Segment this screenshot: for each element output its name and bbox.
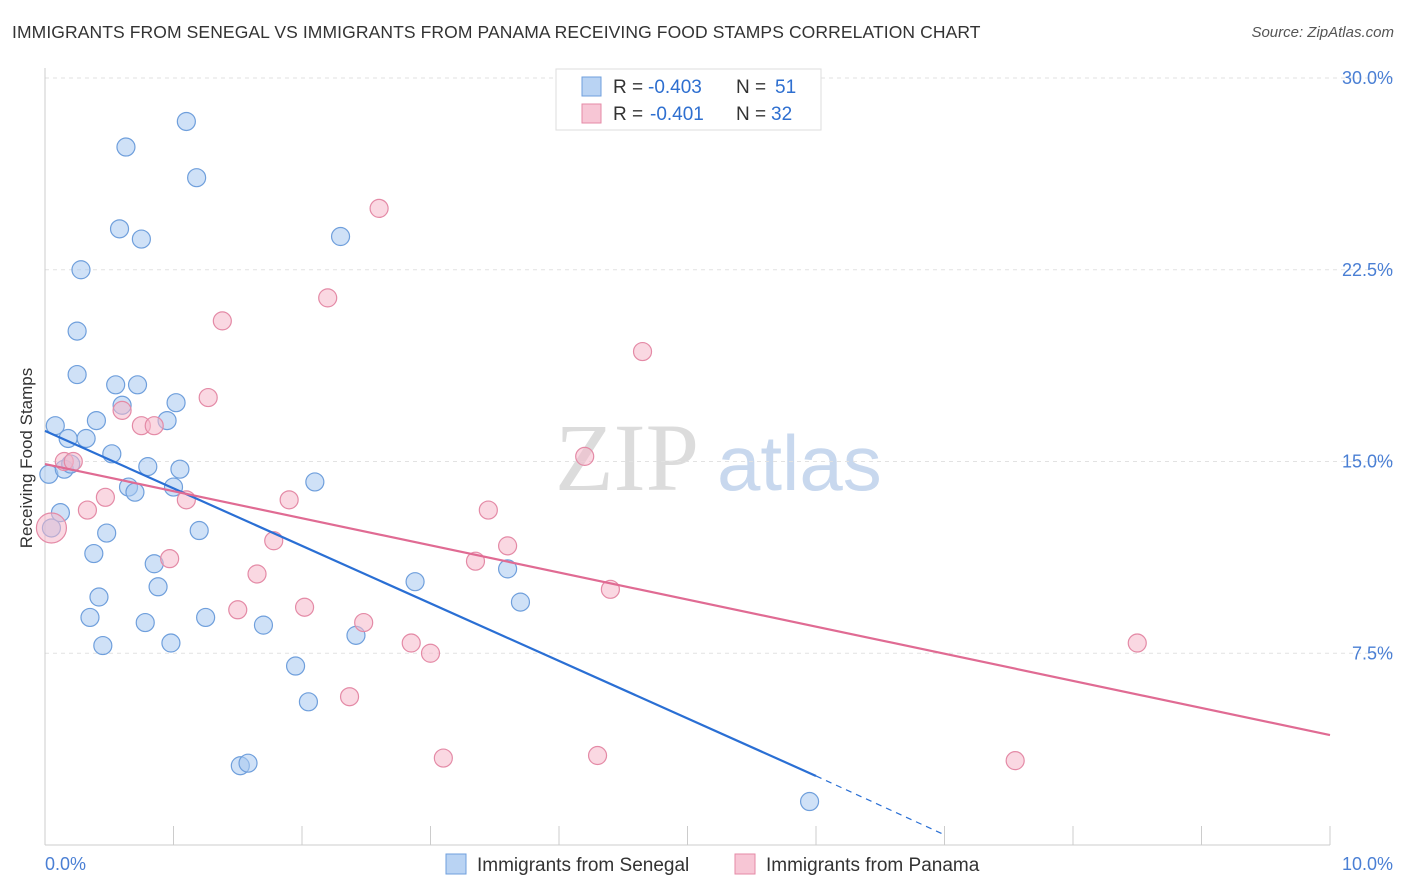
data-point [71,260,91,280]
legend-swatch-panama [581,103,602,124]
data-point [1005,751,1025,771]
data-point [228,600,248,620]
data-point [76,428,96,449]
data-point [170,459,190,479]
data-point [106,375,126,395]
data-point [587,745,608,766]
data-point [196,607,216,628]
legend-swatch-senegal [581,76,602,97]
data-point [86,410,107,431]
bottom-legend-swatch-panama [734,853,756,875]
data-point [127,375,148,395]
bottom-legend-swatch-senegal [445,853,467,875]
data-point [176,111,196,132]
data-point [166,393,186,413]
legend-n-value-senegal: 51 [775,77,796,98]
legend-n-value-panama: 32 [771,104,792,125]
data-point [510,592,531,612]
correlation-legend: R = -0.403 N = 51 R = -0.401 N = 32 [555,68,822,131]
data-point [369,198,389,218]
data-point [1127,633,1147,653]
data-point [138,457,158,477]
data-point [478,500,498,520]
trend-line-extension [815,775,945,836]
y-tick-labels: 7.5% 15.0% 22.5% 30.0% [1342,68,1393,663]
x-tick-label-max: 10.0% [1342,854,1393,874]
data-point [330,226,351,247]
y-tick-label: 7.5% [1352,643,1393,663]
data-point [198,387,218,408]
data-point [294,597,315,617]
x-tick-label-min: 0.0% [45,854,86,874]
data-point [498,536,518,556]
series-panama-points [35,198,1147,771]
data-point [67,364,87,385]
legend-n-label-senegal: N = [736,77,766,98]
data-point [80,607,100,628]
data-point [305,472,325,492]
legend-n-label-panama: N = [736,104,766,125]
data-point [97,523,117,543]
data-point [405,572,425,592]
data-point [339,687,360,707]
data-point [148,577,168,597]
data-point [799,791,820,812]
data-point [109,219,130,239]
data-point [632,341,653,362]
y-tick-label: 30.0% [1342,68,1393,88]
legend-r-value-panama: -0.401 [650,104,704,125]
data-point [35,512,68,544]
trend-line [44,462,1331,737]
data-point [253,615,274,635]
data-point [161,633,181,653]
trend-line [44,429,817,777]
data-point [144,416,164,436]
data-point [95,487,115,507]
data-point [89,587,109,607]
trend-lines [44,429,1331,836]
chart-source: Source: ZipAtlas.com [1251,24,1394,41]
data-point [264,531,284,551]
data-point [84,543,104,564]
data-point [116,137,136,157]
data-point [112,400,132,420]
y-tick-label: 15.0% [1342,452,1393,472]
data-point [212,311,232,331]
chart-title: IMMIGRANTS FROM SENEGAL VS IMMIGRANTS FR… [12,22,981,42]
bottom-legend-label-panama: Immigrants from Panama [766,855,980,876]
data-point [354,612,374,633]
y-axis-title: Receiving Food Stamps [17,368,36,548]
data-point [247,564,267,584]
y-tick-label: 22.5% [1342,260,1393,280]
data-point [93,635,113,656]
bottom-legend-label-senegal: Immigrants from Senegal [477,855,689,876]
x-axis-ticks [173,826,1331,845]
data-point [401,633,421,653]
data-point [160,549,180,569]
data-point [238,753,258,773]
data-point [67,321,87,341]
data-point [318,288,338,308]
data-point [131,229,151,249]
legend-r-label-panama: R = [613,104,643,125]
legend-r-label-senegal: R = [613,77,643,98]
data-point [187,168,207,188]
gridlines [45,77,1393,654]
data-point [575,446,595,466]
data-point [285,656,306,676]
data-point [189,520,209,541]
data-point [498,559,518,579]
legend-r-value-senegal: -0.403 [648,77,702,98]
data-point [279,490,299,510]
data-point [420,643,441,663]
data-point [125,482,145,502]
series-legend: Immigrants from Senegal Immigrants from … [445,853,980,876]
data-point [433,748,453,768]
data-point [77,500,98,520]
data-point [298,692,319,712]
data-point [135,612,155,633]
watermark-atlas: atlas [717,419,882,507]
